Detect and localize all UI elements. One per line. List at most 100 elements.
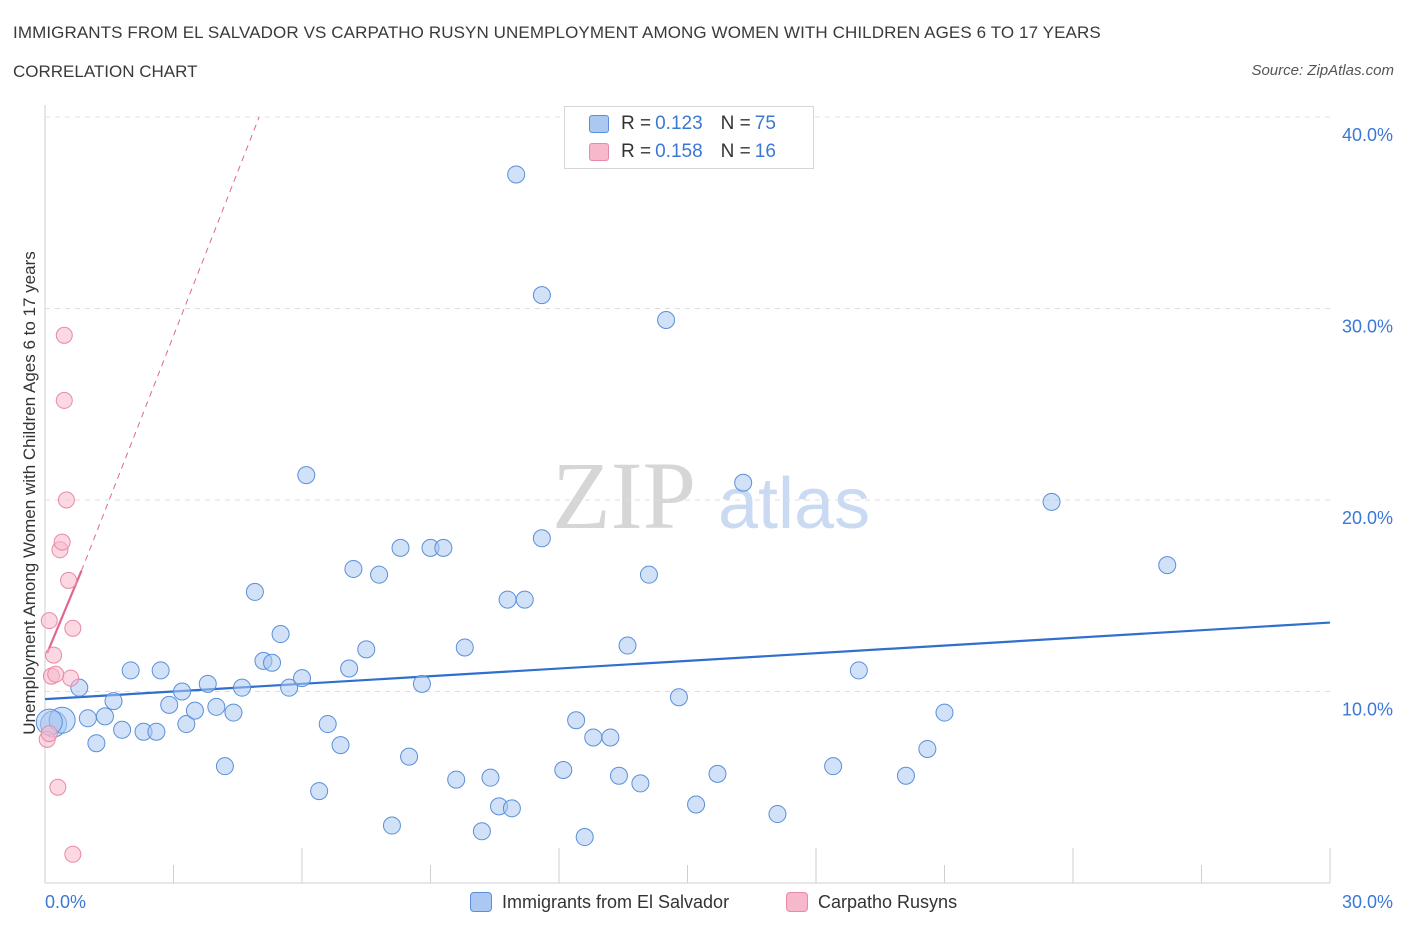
data-point-el-salvador [447,770,466,789]
data-point-el-salvador [382,816,401,835]
bottom-legend-swatch-pink [786,892,808,912]
data-point-el-salvador [357,640,376,659]
data-point-el-salvador [185,701,204,720]
data-point-el-salvador [1158,556,1177,575]
data-point-el-salvador [78,709,97,728]
data-point-carpatho-rusyns [45,646,63,664]
data-point-el-salvador [455,638,474,657]
data-point-el-salvador [708,764,727,783]
data-point-el-salvador [639,565,658,584]
legend-row-carpatho-rusyns: R = 0.158 N = 16 [589,140,776,164]
data-point-el-salvador [412,674,431,693]
data-point-el-salvador [173,682,192,701]
data-point-el-salvador [609,766,628,785]
data-point-el-salvador [151,661,170,680]
data-point-el-salvador [481,768,500,787]
data-point-carpatho-rusyns [55,391,73,409]
data-point-el-salvador [567,711,586,730]
data-point-el-salvador [434,538,453,557]
data-point-el-salvador [160,695,179,714]
data-point-el-salvador [400,747,419,766]
data-point-el-salvador [344,559,363,578]
data-point-carpatho-rusyns [64,845,82,863]
data-point-el-salvador [584,728,603,747]
data-point-carpatho-rusyns [40,612,58,630]
data-point-el-salvador [263,653,282,672]
y-tick-label: 30.0% [1342,317,1393,337]
trend-line-el-salvador [44,621,1331,701]
data-point-el-salvador [340,659,359,678]
legend-row-el-salvador: R = 0.123 N = 75 [589,112,776,136]
data-point-el-salvador [113,720,132,739]
legend-r-label: R = [621,113,652,134]
data-point-el-salvador [554,761,573,780]
data-point-el-salvador [687,795,706,814]
watermark-zip: ZIP [552,442,696,549]
legend-n-label: N = [720,113,751,134]
source-credit: Source: ZipAtlas.com [1251,62,1394,79]
trend-line-carpatho-rusyns-dashed [80,116,260,572]
data-point-el-salvador [918,739,937,758]
correlation-legend: R = 0.123 N = 75 R = 0.158 N = 16 [564,106,814,169]
data-point-el-salvador [293,669,311,688]
axes [44,105,1331,884]
data-point-el-salvador [734,473,753,492]
data-point-el-salvador [515,590,534,609]
data-point-el-salvador [370,565,389,584]
bottom-legend-carpatho-rusyns: Carpatho Rusyns [786,890,957,914]
data-point-el-salvador [177,715,196,734]
legend-r-label: R = [621,141,652,162]
data-point-carpatho-rusyns [55,326,73,344]
chart-title: IMMIGRANTS FROM EL SALVADOR VS CARPATHO … [13,23,1101,42]
data-point-el-salvador [87,734,106,753]
data-point-el-salvador [472,822,491,841]
y-axis-label: Unemployment Among Women with Children A… [20,251,39,735]
data-point-el-salvador [657,310,676,329]
y-tick-label: 20.0% [1342,508,1393,528]
data-point-el-salvador [532,286,551,305]
data-point-el-salvador [198,674,217,693]
y-tick-label: 40.0% [1342,125,1393,145]
data-point-carpatho-rusyns [64,619,82,637]
data-point-el-salvador [224,703,243,722]
legend-swatch-pink [589,143,609,161]
data-point-el-salvador [507,165,526,184]
series-carpatho-rusyns-points [38,326,82,863]
data-point-el-salvador [824,757,843,776]
data-point-el-salvador [1042,492,1061,511]
legend-r-value: 0.123 [655,113,703,134]
data-point-el-salvador [532,529,551,548]
data-point-el-salvador [147,722,166,741]
data-point-el-salvador [631,774,650,793]
data-point-el-salvador [669,688,688,707]
data-point-el-salvador [297,466,316,485]
data-point-el-salvador [935,703,954,722]
legend-n-value: 16 [754,141,776,162]
bottom-legend-el-salvador: Immigrants from El Salvador [470,890,729,914]
data-point-el-salvador [121,661,140,680]
legend-r-value: 0.158 [655,141,703,162]
chart-subtitle: CORRELATION CHART [13,62,198,81]
data-point-el-salvador [498,590,517,609]
bottom-legend-label: Immigrants from El Salvador [502,891,730,912]
data-point-carpatho-rusyns [53,533,71,551]
data-point-el-salvador [104,692,123,711]
data-point-el-salvador [391,538,410,557]
data-point-el-salvador [207,697,226,716]
data-point-el-salvador [896,766,915,785]
data-point-el-salvador [233,678,252,697]
series-el-salvador-points [35,165,1177,847]
trend-lines [44,116,1331,701]
data-point-el-salvador [849,661,868,680]
data-point-el-salvador [768,805,787,824]
grid-lines [45,116,1330,692]
data-point-el-salvador [318,715,337,734]
data-point-el-salvador [271,625,290,644]
data-point-carpatho-rusyns [60,571,78,589]
data-point-el-salvador [215,757,234,776]
data-point-el-salvador [618,636,637,655]
data-point-el-salvador [601,728,620,747]
bottom-legend-label: Carpatho Rusyns [818,891,958,912]
data-point-el-salvador [575,828,594,847]
